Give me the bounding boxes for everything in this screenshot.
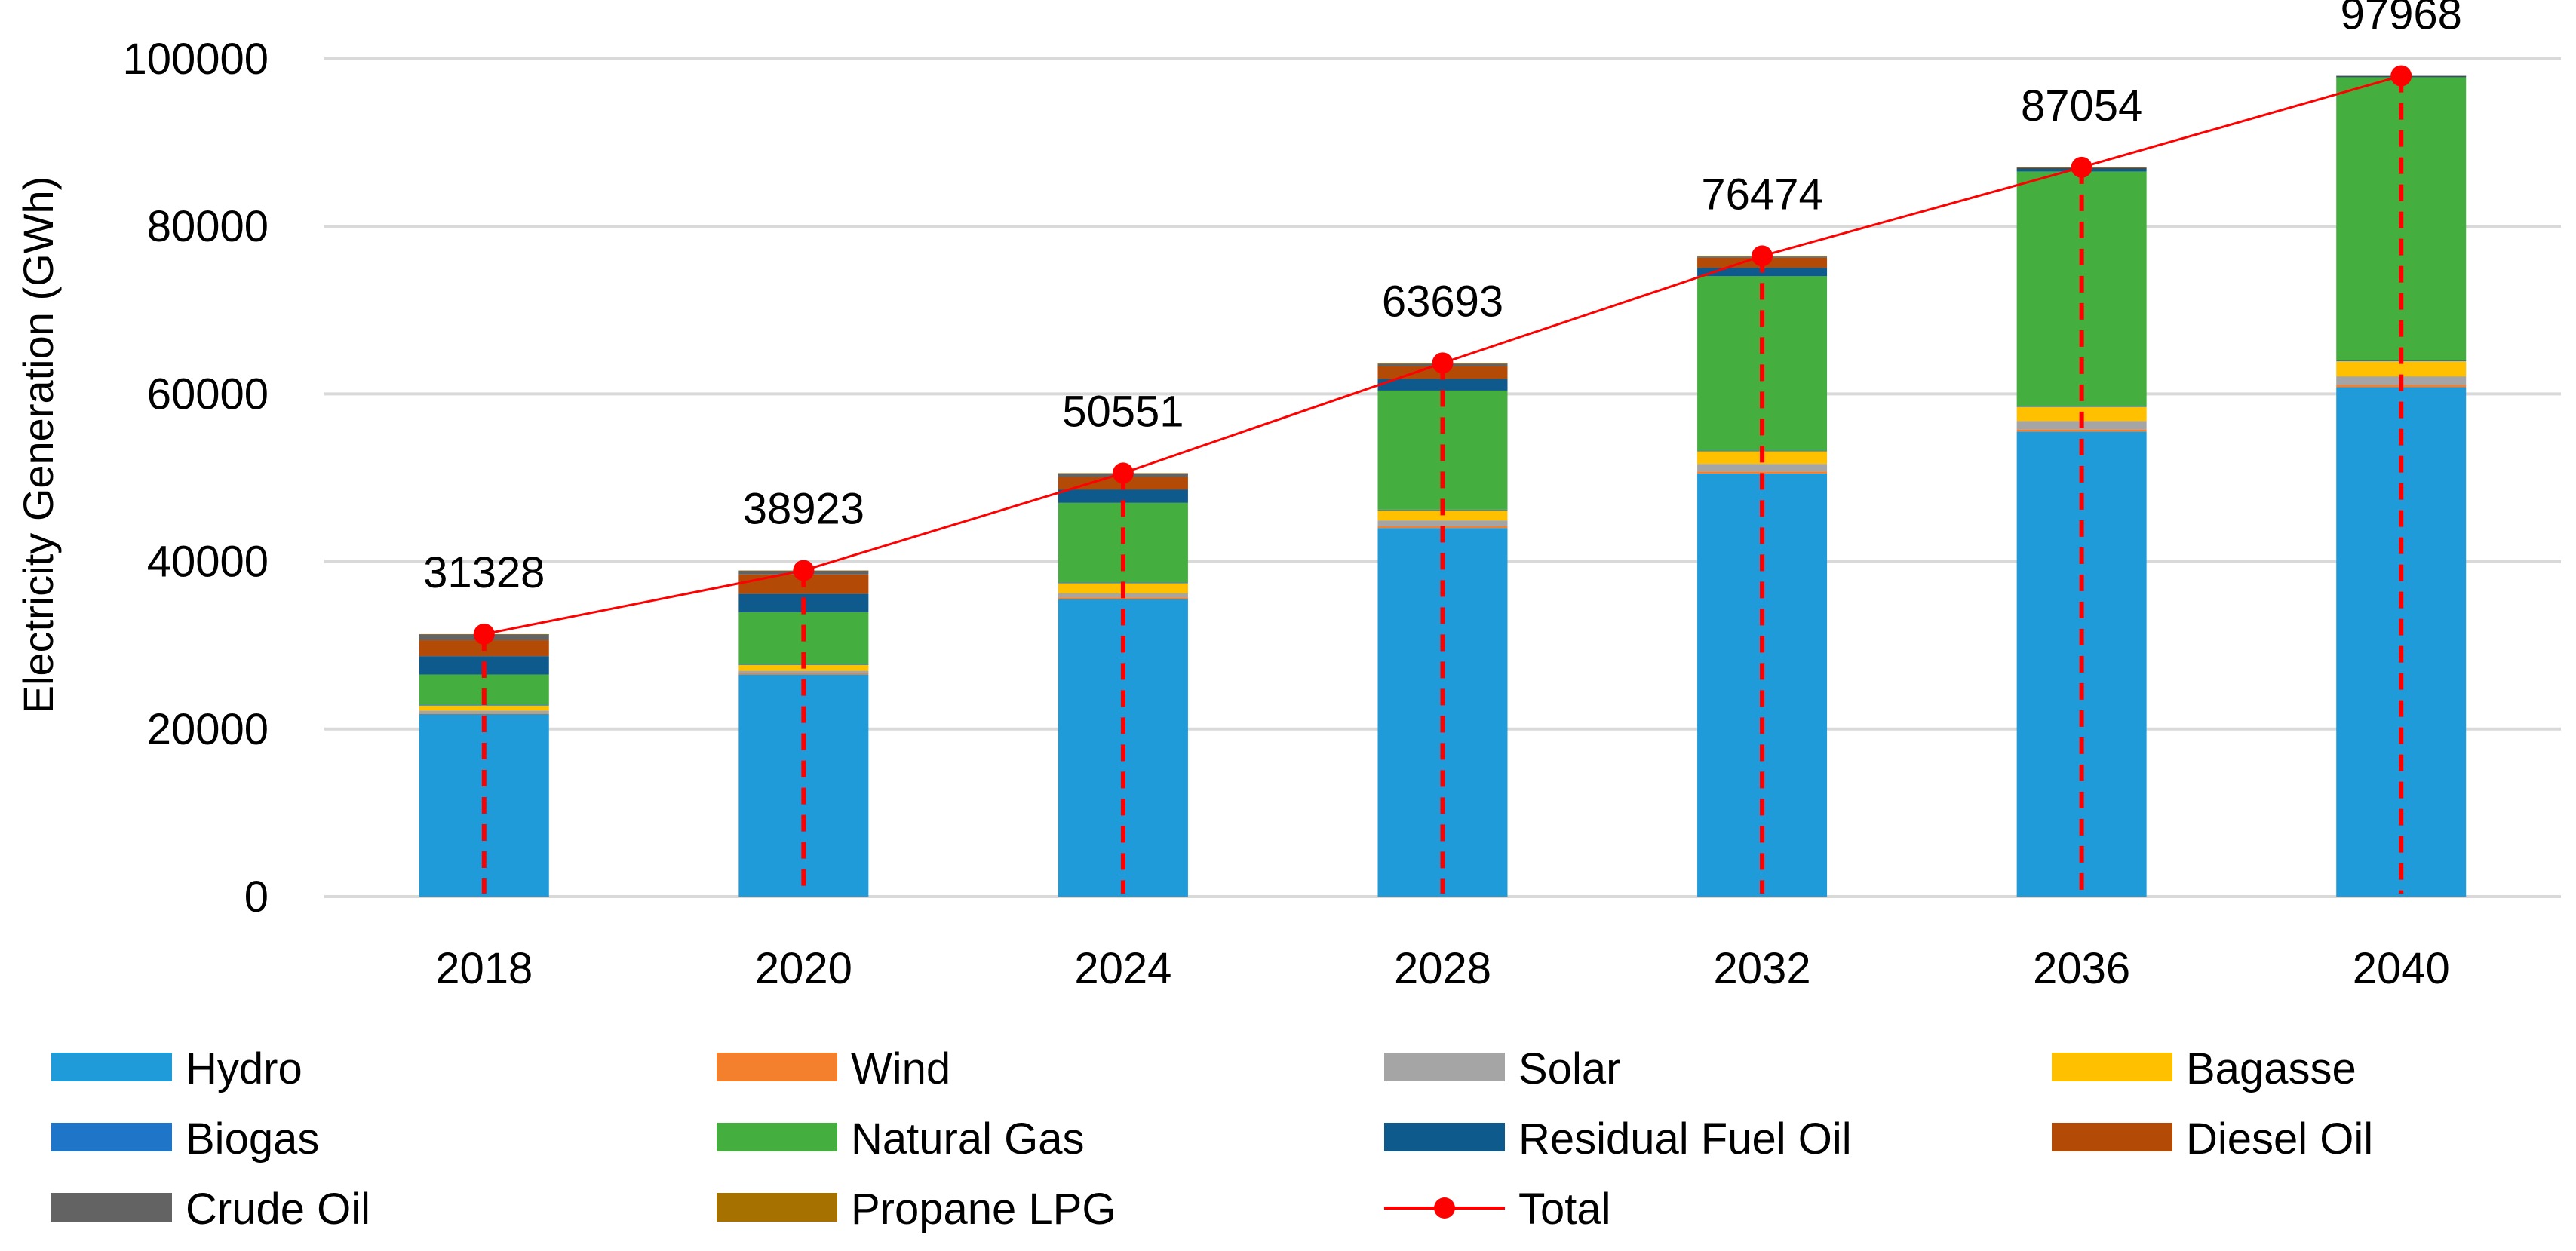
total-data-label: 50551 — [1062, 387, 1184, 436]
legend-item-natural-gas: Natural Gas — [717, 1115, 1084, 1164]
legend-item-biogas: Biogas — [51, 1115, 319, 1164]
bar-segment — [419, 710, 549, 713]
total-data-label: 87054 — [2021, 81, 2142, 130]
bar-segment — [1697, 471, 1828, 474]
legend-swatch — [51, 1193, 172, 1222]
y-axis-ticks: 0 20000 40000 60000 80000 100000 — [122, 35, 269, 921]
total-data-label: 63693 — [1382, 277, 1503, 326]
y-tick-label: 0 — [244, 872, 269, 921]
legend-item-wind: Wind — [717, 1044, 950, 1093]
legend-item-solar: Solar — [1384, 1044, 1620, 1093]
legend-swatch — [51, 1123, 172, 1151]
legend-item-hydro: Hydro — [51, 1044, 302, 1093]
legend-item-crude-oil: Crude Oil — [51, 1185, 370, 1234]
bar-segment — [2016, 429, 2147, 432]
total-drop-lines — [481, 75, 2404, 894]
legend-swatch-marker — [1434, 1197, 1455, 1219]
bar-stack-2018 — [419, 633, 549, 897]
legend-label: Biogas — [186, 1115, 319, 1164]
y-tick-label: 80000 — [147, 202, 269, 251]
bar-stack-2028 — [1377, 363, 1508, 897]
total-data-label: 38923 — [743, 485, 864, 534]
x-tick-label: 2032 — [1714, 944, 1811, 993]
total-marker — [1112, 462, 1134, 484]
total-data-label: 76474 — [1701, 170, 1822, 219]
legend-label: Hydro — [186, 1044, 302, 1093]
x-tick-label: 2024 — [1074, 944, 1171, 993]
total-marker — [1752, 245, 1773, 267]
bar-segment — [738, 670, 869, 673]
legend-label: Residual Fuel Oil — [1518, 1115, 1852, 1164]
legend-label: Solar — [1518, 1044, 1620, 1093]
x-axis-ticks: 2018 2020 2024 2028 2032 2036 2040 — [435, 944, 2449, 993]
legend-swatch — [717, 1123, 837, 1151]
legend-swatch — [2052, 1123, 2172, 1151]
legend-item-residual-fuel-oil: Residual Fuel Oil — [1384, 1115, 1852, 1164]
total-series: 31328 38923 50551 63693 76474 87054 97968 — [423, 0, 2462, 645]
legend-item-total: Total — [1384, 1185, 1611, 1234]
legend-item-bagasse: Bagasse — [2052, 1044, 2356, 1093]
legend-swatch — [1384, 1053, 1505, 1081]
x-tick-label: 2028 — [1394, 944, 1491, 993]
bar-segment — [1697, 464, 1828, 472]
bar-segment — [1058, 597, 1188, 599]
total-data-label: 97968 — [2341, 0, 2462, 39]
legend-swatch — [717, 1053, 837, 1081]
x-tick-label: 2040 — [2353, 944, 2450, 993]
y-tick-label: 40000 — [147, 538, 269, 587]
legend-swatch — [51, 1053, 172, 1081]
bar-segment — [419, 713, 549, 714]
bar-segment — [2016, 406, 2147, 407]
bar-segment — [1377, 510, 1508, 521]
total-marker — [2071, 156, 2092, 178]
y-axis-title: Electricity Generation (GWh) — [14, 176, 62, 714]
legend-label: Diesel Oil — [2186, 1115, 2373, 1164]
legend-label: Propane LPG — [851, 1185, 1116, 1234]
legend-swatch — [1384, 1123, 1505, 1151]
legend-swatch — [2052, 1053, 2172, 1081]
y-tick-label: 100000 — [122, 35, 269, 84]
bar-segment — [419, 705, 549, 711]
x-tick-label: 2020 — [755, 944, 852, 993]
total-marker — [473, 623, 495, 645]
legend: Hydro Wind Solar Bagasse Biogas Natural Gas Re… — [51, 1044, 2373, 1234]
bar-segment — [1377, 379, 1508, 391]
x-tick-label: 2018 — [435, 944, 533, 993]
total-marker — [2390, 65, 2412, 87]
legend-label: Natural Gas — [851, 1115, 1084, 1164]
total-data-label: 31328 — [423, 548, 545, 597]
total-marker — [1432, 352, 1454, 374]
legend-label: Total — [1518, 1185, 1611, 1234]
legend-label: Crude Oil — [186, 1185, 370, 1234]
bar-segment — [1058, 489, 1188, 503]
legend-label: Bagasse — [2186, 1044, 2356, 1093]
legend-item-propane-lpg: Propane LPG — [717, 1185, 1116, 1234]
bar-segment — [419, 704, 549, 706]
y-tick-label: 60000 — [147, 369, 269, 419]
total-marker — [793, 560, 815, 581]
legend-item-diesel-oil: Diesel Oil — [2052, 1115, 2373, 1164]
legend-label: Wind — [851, 1044, 950, 1093]
bar-segment — [2336, 361, 2467, 377]
x-tick-label: 2036 — [2033, 944, 2130, 993]
bar-segment — [1377, 520, 1508, 526]
y-tick-label: 20000 — [147, 705, 269, 754]
bar-segment — [738, 673, 869, 675]
legend-swatch — [717, 1193, 837, 1222]
